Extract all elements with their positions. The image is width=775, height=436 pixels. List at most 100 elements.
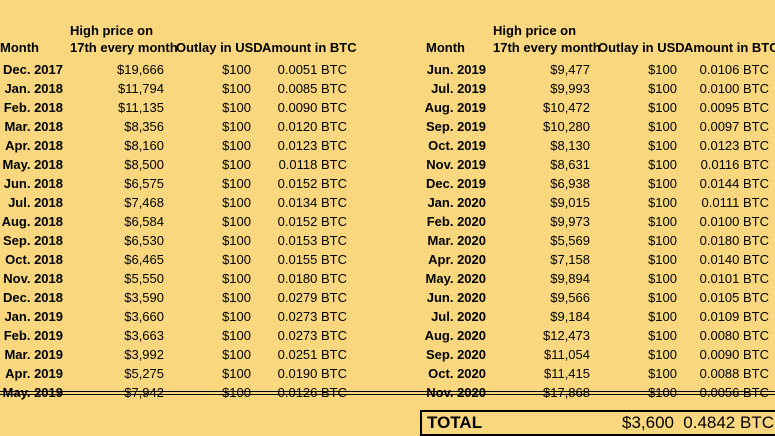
row-month: Jul. 2018: [8, 195, 63, 210]
row-btc: 0.0180 BTC: [699, 233, 769, 248]
row-month: Sep. 2020: [426, 347, 486, 362]
table-row: Dec. 2018 $3,590 $100 0.0279 BTC: [0, 288, 392, 307]
table-row: Feb. 2018 $11,135 $100 0.0090 BTC: [0, 98, 392, 117]
row-price: $8,130: [550, 138, 590, 153]
row-month: Oct. 2018: [5, 252, 63, 267]
row-outlay: $100: [648, 290, 677, 305]
header-price-line1: High price on: [493, 23, 577, 38]
row-outlay: $100: [222, 347, 251, 362]
row-btc: 0.0090 BTC: [699, 347, 769, 362]
row-price: $8,356: [124, 119, 164, 134]
row-price: $3,590: [124, 290, 164, 305]
row-outlay: $100: [222, 233, 251, 248]
row-price: $8,160: [124, 138, 164, 153]
table-row: Oct. 2019 $8,130 $100 0.0123 BTC: [420, 136, 775, 155]
table-row: Mar. 2020 $5,569 $100 0.0180 BTC: [420, 231, 775, 250]
row-price: $7,158: [550, 252, 590, 267]
row-price: $9,477: [550, 62, 590, 77]
row-btc: 0.0051 BTC: [277, 62, 347, 77]
row-month: Oct. 2019: [428, 138, 486, 153]
row-outlay: $100: [222, 214, 251, 229]
row-outlay: $100: [222, 309, 251, 324]
table-row: Apr. 2020 $7,158 $100 0.0140 BTC: [420, 250, 775, 269]
row-btc: 0.0152 BTC: [277, 214, 347, 229]
table-row: Dec. 2017 $19,666 $100 0.0051 BTC: [0, 60, 392, 79]
row-btc: 0.0105 BTC: [699, 290, 769, 305]
row-btc: 0.0095 BTC: [699, 100, 769, 115]
row-month: Aug. 2020: [424, 328, 486, 343]
row-btc: 0.0180 BTC: [277, 271, 347, 286]
row-btc: 0.0080 BTC: [699, 328, 769, 343]
row-btc: 0.0273 BTC: [277, 309, 347, 324]
row-outlay: $100: [648, 119, 677, 134]
table-row: Apr. 2018 $8,160 $100 0.0123 BTC: [0, 136, 392, 155]
header-btc: Amount in BTC: [262, 40, 357, 55]
row-btc: 0.0090 BTC: [277, 100, 347, 115]
row-btc: 0.0152 BTC: [277, 176, 347, 191]
row-month: Jun. 2018: [3, 176, 63, 191]
right-table: Month High price on 17th every month Out…: [420, 0, 775, 402]
row-btc: 0.0118 BTC: [278, 157, 347, 172]
row-price: $9,993: [550, 81, 590, 96]
table-row: Jun. 2018 $6,575 $100 0.0152 BTC: [0, 174, 392, 193]
row-price: $11,415: [543, 366, 590, 381]
table-row: Oct. 2020 $11,415 $100 0.0088 BTC: [420, 364, 775, 383]
row-outlay: $100: [648, 214, 677, 229]
table-row: Nov. 2020 $17,868 $100 0.0056 BTC: [420, 383, 775, 402]
row-btc: 0.0109 BTC: [699, 309, 769, 324]
table-row: Nov. 2019 $8,631 $100 0.0116 BTC: [420, 155, 775, 174]
row-btc: 0.0140 BTC: [699, 252, 769, 267]
row-price: $6,584: [124, 214, 164, 229]
row-price: $9,894: [550, 271, 590, 286]
row-btc: 0.0190 BTC: [277, 366, 347, 381]
row-btc: 0.0111 BTC: [701, 195, 769, 210]
row-price: $6,530: [124, 233, 164, 248]
table-row: Mar. 2019 $3,992 $100 0.0251 BTC: [0, 345, 392, 364]
row-month: May. 2019: [2, 385, 63, 400]
row-month: Oct. 2020: [428, 366, 486, 381]
row-btc: 0.0153 BTC: [277, 233, 347, 248]
row-outlay: $100: [648, 385, 677, 400]
row-month: Dec. 2017: [3, 62, 63, 77]
row-btc: 0.0155 BTC: [277, 252, 347, 267]
header-price-line2: 17th every month: [70, 40, 178, 55]
row-btc: 0.0101 BTC: [699, 271, 769, 286]
row-month: Apr. 2018: [5, 138, 63, 153]
row-outlay: $100: [648, 138, 677, 153]
row-outlay: $100: [648, 309, 677, 324]
header-outlay: Outlay in USD: [176, 40, 263, 55]
row-price: $7,942: [124, 385, 164, 400]
row-outlay: $100: [648, 233, 677, 248]
row-btc: 0.0100 BTC: [699, 81, 769, 96]
row-outlay: $100: [222, 385, 251, 400]
table-row: Aug. 2020 $12,473 $100 0.0080 BTC: [420, 326, 775, 345]
table-row: May. 2019 $7,942 $100 0.0126 BTC: [0, 383, 392, 402]
header-price-line2: 17th every month: [493, 40, 601, 55]
row-btc: 0.0126 BTC: [277, 385, 347, 400]
row-outlay: $100: [222, 157, 251, 172]
table-row: Apr. 2019 $5,275 $100 0.0190 BTC: [0, 364, 392, 383]
row-price: $11,054: [543, 347, 590, 362]
row-price: $3,992: [124, 347, 164, 362]
table-row: Jul. 2019 $9,993 $100 0.0100 BTC: [420, 79, 775, 98]
row-price: $3,660: [124, 309, 164, 324]
row-month: Aug. 2018: [1, 214, 63, 229]
row-outlay: $100: [648, 195, 677, 210]
row-btc: 0.0085 BTC: [277, 81, 347, 96]
table-row: Jan. 2018 $11,794 $100 0.0085 BTC: [0, 79, 392, 98]
row-price: $8,631: [550, 157, 590, 172]
table-row: Aug. 2019 $10,472 $100 0.0095 BTC: [420, 98, 775, 117]
double-rule-divider: [0, 391, 775, 395]
row-month: Jul. 2020: [431, 309, 486, 324]
row-price: $10,280: [543, 119, 590, 134]
row-price: $12,473: [543, 328, 590, 343]
row-price: $9,566: [550, 290, 590, 305]
header-price-line1: High price on: [70, 23, 154, 38]
row-price: $9,973: [550, 214, 590, 229]
row-month: Dec. 2018: [3, 290, 63, 305]
header-month: Month: [0, 40, 39, 55]
row-btc: 0.0097 BTC: [699, 119, 769, 134]
row-month: Jan. 2020: [427, 195, 486, 210]
row-month: Mar. 2018: [4, 119, 63, 134]
row-btc: 0.0100 BTC: [699, 214, 769, 229]
